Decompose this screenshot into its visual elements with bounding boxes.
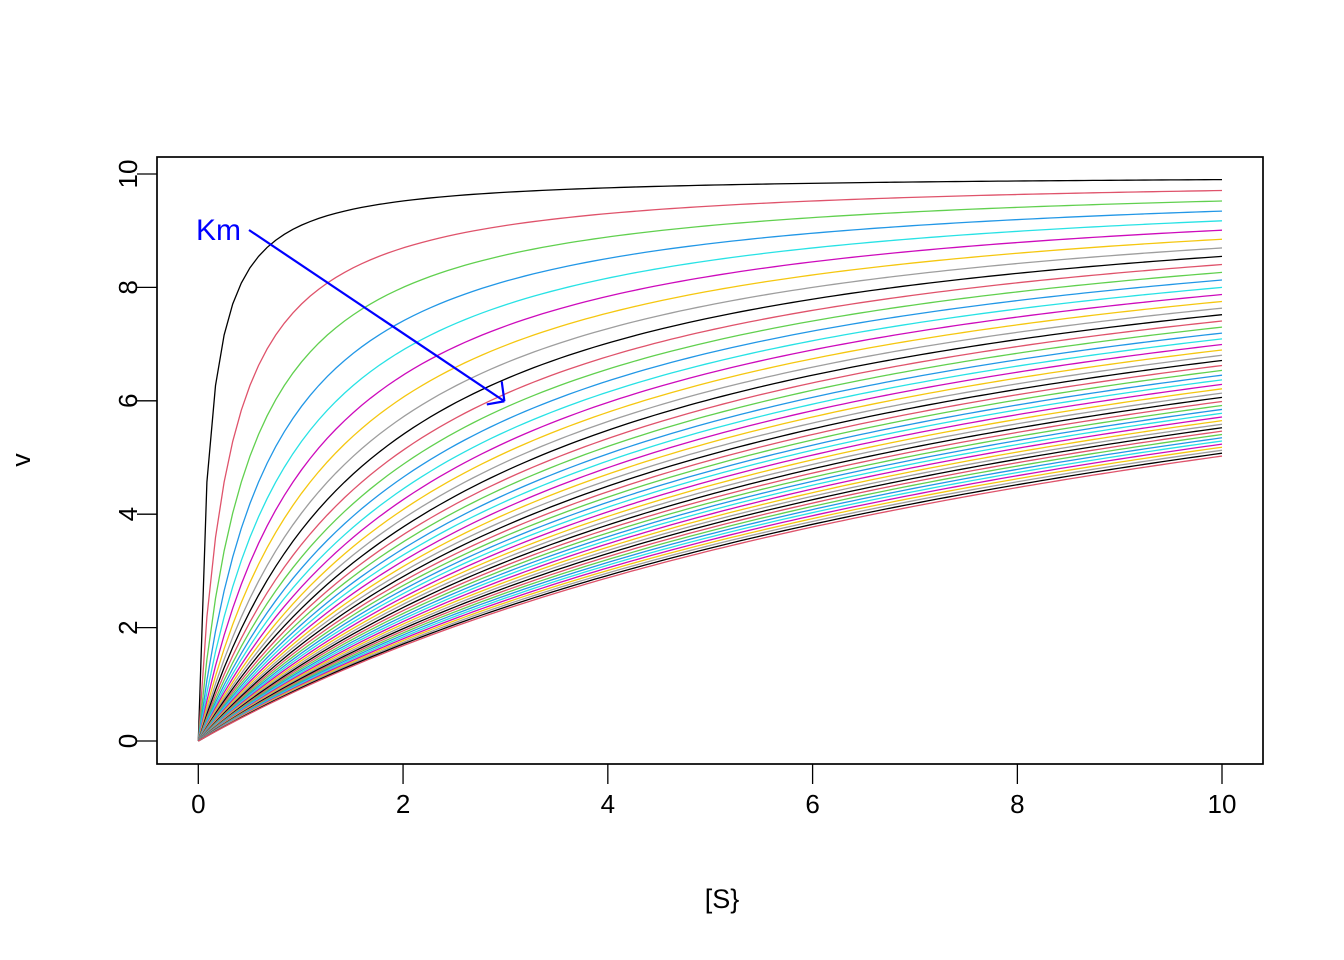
svg-text:0: 0 [191,789,205,819]
svg-text:10: 10 [113,160,143,189]
svg-text:0: 0 [113,734,143,748]
svg-text:4: 4 [113,507,143,521]
svg-text:6: 6 [113,394,143,408]
svg-text:v: v [6,453,36,467]
svg-text:[S}: [S} [705,884,740,914]
svg-text:10: 10 [1208,789,1237,819]
svg-text:8: 8 [113,280,143,294]
svg-text:2: 2 [396,789,410,819]
svg-text:4: 4 [601,789,615,819]
svg-text:2: 2 [113,620,143,634]
svg-text:8: 8 [1010,789,1024,819]
svg-text:Km: Km [196,214,241,247]
svg-text:6: 6 [805,789,819,819]
